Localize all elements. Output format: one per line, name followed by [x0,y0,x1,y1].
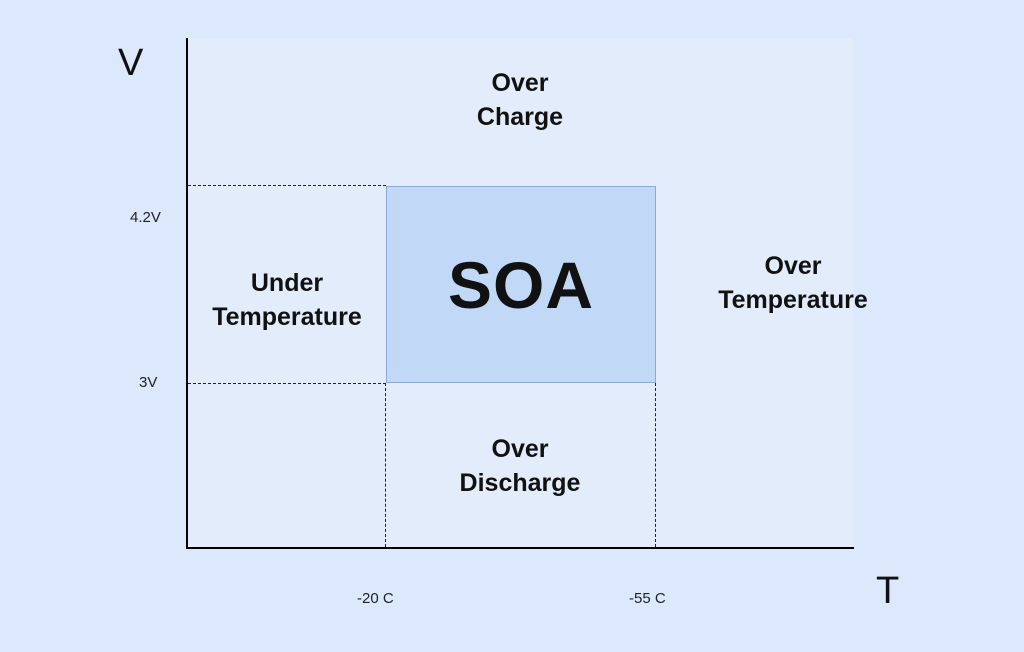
guide-4-2v [188,185,386,186]
soa-region: SOA [386,186,656,383]
under-temperature-line-1: Under [250,269,324,297]
region-under-temperature: Under Temperature [188,266,386,334]
guide-minus-55c [655,383,656,547]
over-discharge-line-1: Over [491,435,549,463]
region-over-charge: Over Charge [420,66,620,134]
under-temperature-line-2: Temperature [212,303,362,331]
over-charge-line-1: Over [491,69,549,97]
x-tick-minus-55c: -55 C [629,590,666,607]
x-axis [186,547,854,549]
soa-label: SOA [447,247,595,322]
guide-3v [188,383,386,384]
over-discharge-line-2: Discharge [459,469,581,497]
x-axis-label: T [876,570,900,612]
over-temperature-line-2: Temperature [718,286,868,314]
y-tick-3v: 3V [139,374,158,391]
over-temperature-line-1: Over [764,252,822,280]
y-axis-label: V [118,42,144,84]
region-over-discharge: Over Discharge [420,432,620,500]
region-over-temperature: Over Temperature [690,249,896,317]
guide-minus-20c [385,383,386,547]
over-charge-line-2: Charge [476,103,564,131]
y-axis [186,38,188,549]
x-tick-minus-20c: -20 C [357,590,394,607]
y-tick-4-2v: 4.2V [130,209,161,226]
